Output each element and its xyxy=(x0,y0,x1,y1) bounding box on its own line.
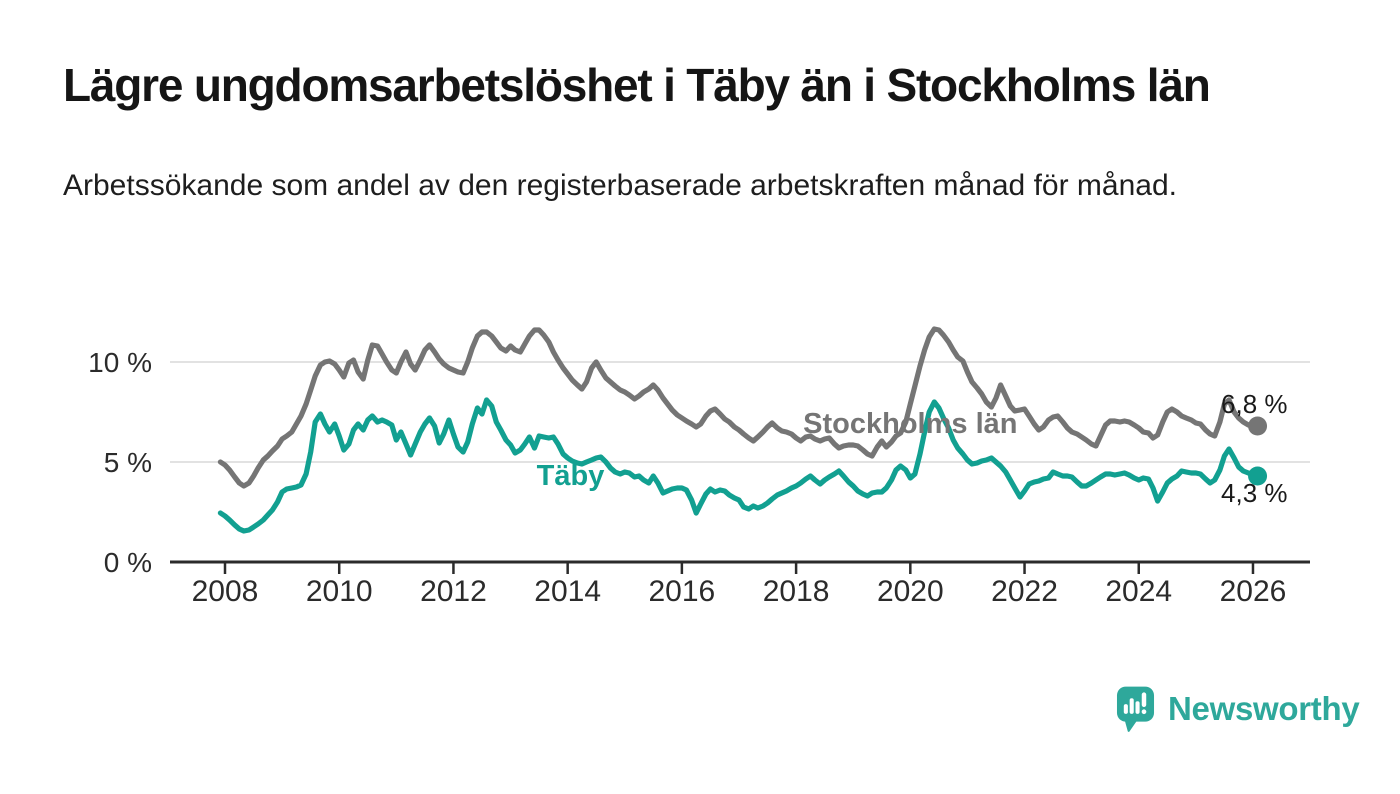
x-tick-label-2020: 2020 xyxy=(877,575,944,608)
line-stockholms-lan xyxy=(217,326,1261,489)
y-tick-label-5: 5 % xyxy=(104,447,152,478)
x-tick-label-2024: 2024 xyxy=(1105,575,1172,608)
y-tick-label-0: 0 % xyxy=(104,547,152,578)
newsworthy-wordmark: Newsworthy xyxy=(1168,690,1360,727)
series-lines xyxy=(217,326,1261,534)
end-dot-taby xyxy=(1248,466,1268,486)
gridlines xyxy=(170,361,1310,463)
bar-2 xyxy=(1129,698,1134,714)
y-tick-label-10: 10 % xyxy=(88,347,152,378)
x-axis: 2008 2010 2012 2014 2016 2018 2020 2022 2024 2026 xyxy=(170,560,1310,608)
end-dot-stockholms-lan xyxy=(1248,416,1268,436)
x-tick-label-2016: 2016 xyxy=(649,575,716,608)
x-tick-label-2010: 2010 xyxy=(306,575,373,608)
x-tick-label-2026: 2026 xyxy=(1220,575,1287,608)
end-value-taby: 4,3 % xyxy=(1221,478,1288,508)
exclamation-dot xyxy=(1141,709,1147,715)
chart-subtitle: Arbetssökande som andel av den registerb… xyxy=(63,169,1177,202)
chart-title: Lägre ungdomsarbetslöshet i Täby än i St… xyxy=(63,59,1211,111)
x-tick-label-2018: 2018 xyxy=(763,575,830,608)
series-label-taby: Täby xyxy=(537,460,605,492)
x-tick-label-2012: 2012 xyxy=(420,575,487,608)
series-end-dots xyxy=(1248,416,1268,486)
y-axis-labels: 0 % 5 % 10 % xyxy=(88,347,152,578)
series-label-stockholms-lan: Stockholms län xyxy=(803,408,1017,440)
x-tick-label-2022: 2022 xyxy=(991,575,1058,608)
bar-3 xyxy=(1135,701,1140,714)
exclamation-bar xyxy=(1141,692,1147,708)
x-tick-label-2008: 2008 xyxy=(192,575,259,608)
bar-1 xyxy=(1123,704,1128,714)
line-taby xyxy=(217,397,1261,534)
end-value-stockholms-lan: 6,8 % xyxy=(1221,389,1288,419)
speech-bubble-tail xyxy=(1123,715,1140,732)
x-tick-label-2014: 2014 xyxy=(534,575,601,608)
newsworthy-icon xyxy=(1116,686,1155,732)
newsworthy-logo: Newsworthy xyxy=(1116,685,1360,733)
